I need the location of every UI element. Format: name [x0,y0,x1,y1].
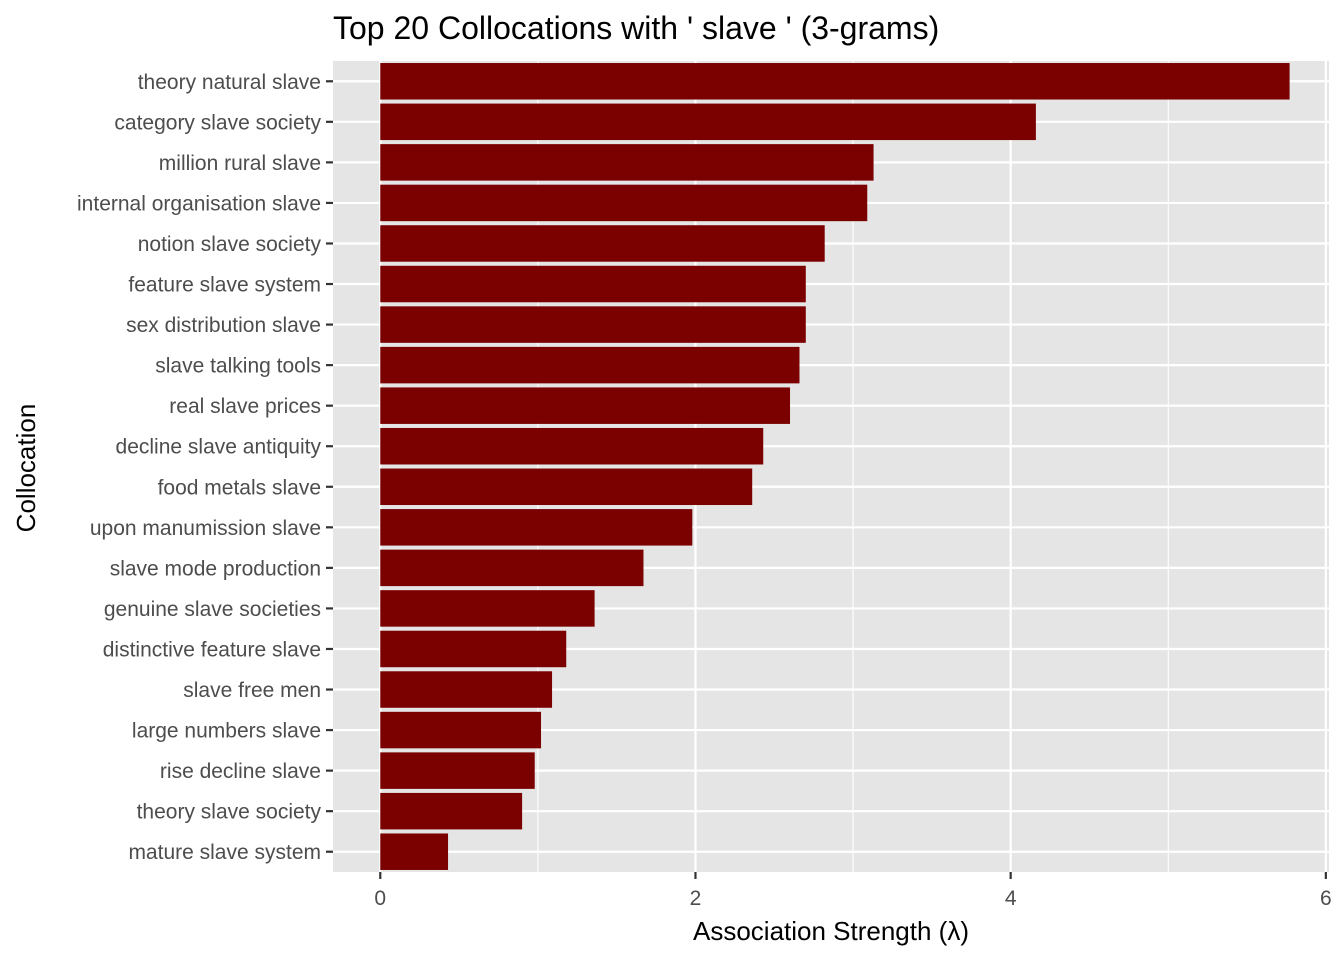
y-tick-label: rise decline slave [160,760,321,783]
bar [380,752,535,789]
plot-panel [333,61,1329,872]
bar [380,427,764,465]
bar [380,346,800,384]
y-axis-title: Collocation [11,404,41,533]
bar [380,549,644,587]
bar [380,103,1036,141]
x-axis: 0 2 4 6 [374,872,1332,910]
y-tick-label: decline slave antiquity [116,436,322,459]
y-tick-label: slave free men [183,679,321,702]
y-tick-label: feature slave system [128,274,321,297]
x-tick-label: 0 [374,887,386,910]
y-tick-label: real slave prices [169,395,321,418]
x-tick-label: 2 [690,887,702,910]
y-tick-label: distinctive feature slave [103,638,321,661]
bar [380,225,825,262]
bar [380,387,791,424]
y-tick-label: large numbers slave [132,720,321,743]
y-tick-label: theory natural slave [138,71,321,94]
bar [380,184,868,222]
y-tick-label: sex distribution slave [126,314,321,337]
bar [380,306,806,343]
y-tick-label: mature slave system [128,841,321,864]
x-tick-label: 4 [1005,887,1017,910]
bar [380,509,693,546]
bar [380,265,806,303]
y-tick-label: theory slave society [137,801,322,824]
bar [380,711,542,749]
bars [380,63,1290,870]
bar [380,630,567,668]
y-tick-label: category slave society [114,111,321,134]
y-tick-label: slave mode production [110,557,321,580]
y-axis: theory natural slave category slave socie… [77,71,333,864]
y-tick-label: internal organisation slave [77,192,321,215]
y-tick-label: upon manumission slave [90,517,321,540]
bar [380,792,523,830]
bar [380,63,1290,100]
x-axis-title: Association Strength (λ) [693,916,969,946]
x-tick-label: 6 [1320,887,1332,910]
y-tick-label: food metals slave [158,476,321,499]
bar [380,468,753,506]
chart-title: Top 20 Collocations with ' slave ' (3-gr… [333,10,939,46]
bar [380,833,449,870]
bar [380,144,874,181]
y-tick-label: genuine slave societies [104,598,321,621]
y-tick-label: notion slave society [138,233,322,256]
y-tick-label: slave talking tools [155,355,321,378]
y-tick-label: million rural slave [159,152,321,175]
bar [380,671,553,708]
bar [380,590,595,627]
